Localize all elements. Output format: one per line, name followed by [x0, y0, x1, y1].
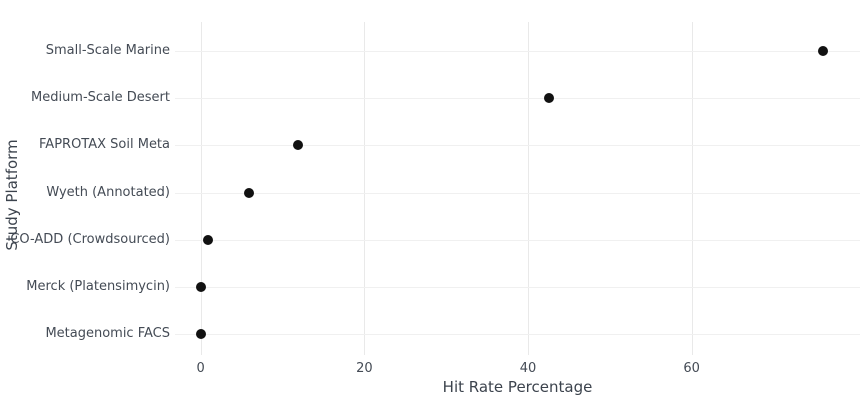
x-tick-label: 0: [196, 361, 205, 376]
x-tick-label: 20: [356, 361, 373, 376]
y-gridline: [175, 145, 860, 147]
x-gridline: [364, 22, 366, 355]
x-axis-title: Hit Rate Percentage: [442, 378, 593, 396]
data-point[interactable]: [195, 282, 206, 293]
y-gridline: [175, 239, 860, 241]
x-gridline: [691, 22, 693, 355]
y-tick-label: CO-ADD (Crowdsourced): [10, 231, 170, 247]
x-tick-label: 60: [683, 361, 700, 376]
data-point[interactable]: [544, 93, 555, 104]
data-point[interactable]: [817, 46, 828, 56]
y-gridline: [175, 334, 860, 336]
x-gridline: [528, 22, 529, 355]
y-tick-label: Metagenomic FACS: [45, 326, 170, 342]
x-gridline: [200, 22, 202, 355]
y-tick-label: Small-Scale Marine: [45, 43, 170, 58]
y-tick-label: Medium-Scale Desert: [30, 90, 170, 106]
data-point[interactable]: [195, 329, 206, 340]
y-gridline: [175, 98, 860, 100]
data-point[interactable]: [293, 140, 304, 151]
y-tick-label: Merck (Platensimycin): [26, 279, 170, 295]
y-tick-label: Wyeth (Annotated): [46, 184, 170, 200]
y-gridline: [175, 51, 860, 52]
y-gridline: [175, 192, 860, 194]
plot-area: [175, 22, 860, 355]
y-gridline: [175, 287, 860, 289]
data-point[interactable]: [243, 187, 254, 198]
data-point[interactable]: [203, 234, 214, 245]
x-tick-label: 40: [519, 361, 537, 376]
y-tick-label: FAPROTAX Soil Meta: [39, 137, 170, 153]
